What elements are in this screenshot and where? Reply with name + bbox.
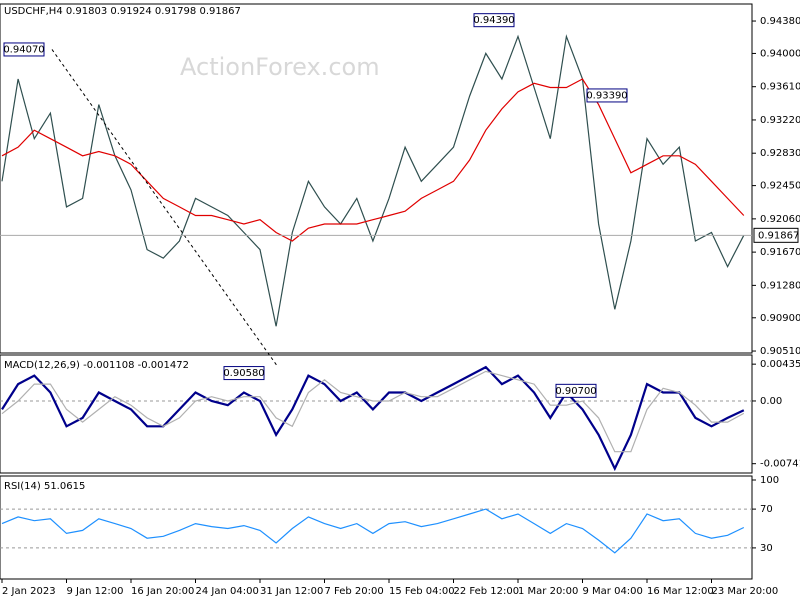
- annotation-label: 0.90580: [223, 368, 264, 379]
- watermark: ActionForex.com: [180, 53, 380, 81]
- y-tick-label: 0.92450: [760, 181, 800, 192]
- y-tick-label: 0.94000: [760, 48, 800, 59]
- macd-panel: [0, 354, 753, 474]
- annotation-label: 0.94070: [3, 44, 44, 55]
- y-tick-label: -0.007417: [760, 459, 800, 470]
- series-line: [1, 34, 745, 327]
- x-tick-label: 9 Mar 04:00: [583, 586, 643, 597]
- y-tick-label: 100: [760, 475, 779, 486]
- annotation-box: [223, 366, 265, 381]
- x-tick-label: 7 Feb 20:00: [325, 586, 384, 597]
- series-line: [1, 370, 745, 453]
- last-price-box: [753, 227, 799, 243]
- trend-line: [51, 49, 279, 368]
- x-tick-label: 16 Mar 12:00: [647, 586, 714, 597]
- y-tick-label: 0.90900: [760, 313, 800, 324]
- x-tick-label: 23 Mar 20:00: [712, 586, 779, 597]
- annotation-label: 0.94390: [473, 15, 514, 26]
- y-tick-label: 0.004354: [760, 359, 800, 370]
- y-tick-label: 70: [760, 504, 773, 515]
- annotation-box: [555, 383, 597, 398]
- y-tick-label: 0.91670: [760, 247, 800, 258]
- rsi-panel: [0, 475, 753, 580]
- annotation-label: 0.90700: [555, 386, 596, 397]
- series-line: [1, 365, 745, 472]
- rsi-title: RSI(14) 51.0615: [4, 481, 85, 492]
- series-line: [1, 508, 745, 554]
- y-tick-label: 0.94380: [760, 16, 800, 27]
- y-tick-label: 0.90510: [760, 346, 800, 357]
- series-line: [1, 78, 745, 242]
- y-tick-label: 30: [760, 543, 773, 554]
- last-price-label: 0.91867: [758, 230, 799, 241]
- macd-title: MACD(12,26,9) -0.001108 -0.001472: [4, 360, 189, 371]
- y-tick-label: 0.93610: [760, 82, 800, 93]
- x-tick-label: 9 Jan 12:00: [67, 586, 124, 597]
- annotation-label: 0.93390: [586, 90, 627, 101]
- y-tick-label: 0.93220: [760, 115, 800, 126]
- annotation-box: [3, 42, 45, 57]
- y-tick-label: 0.92830: [760, 148, 800, 159]
- x-tick-label: 1 Mar 20:00: [518, 586, 578, 597]
- y-tick-label: 0.92060: [760, 214, 800, 225]
- chart-title: USDCHF,H4 0.91803 0.91924 0.91798 0.9186…: [4, 6, 241, 17]
- price-panel: [0, 3, 753, 354]
- x-tick-label: 15 Feb 04:00: [389, 586, 455, 597]
- x-tick-label: 22 Feb 12:00: [454, 586, 520, 597]
- annotation-box: [473, 13, 515, 28]
- y-tick-label: 0.91280: [760, 280, 800, 291]
- x-tick-label: 24 Jan 04:00: [196, 586, 259, 597]
- x-tick-label: 31 Jan 12:00: [260, 586, 323, 597]
- y-tick-label: 0.00: [760, 396, 782, 407]
- x-tick-label: 16 Jan 20:00: [131, 586, 194, 597]
- x-tick-label: 2 Jan 2023: [2, 586, 56, 597]
- annotation-box: [586, 88, 628, 103]
